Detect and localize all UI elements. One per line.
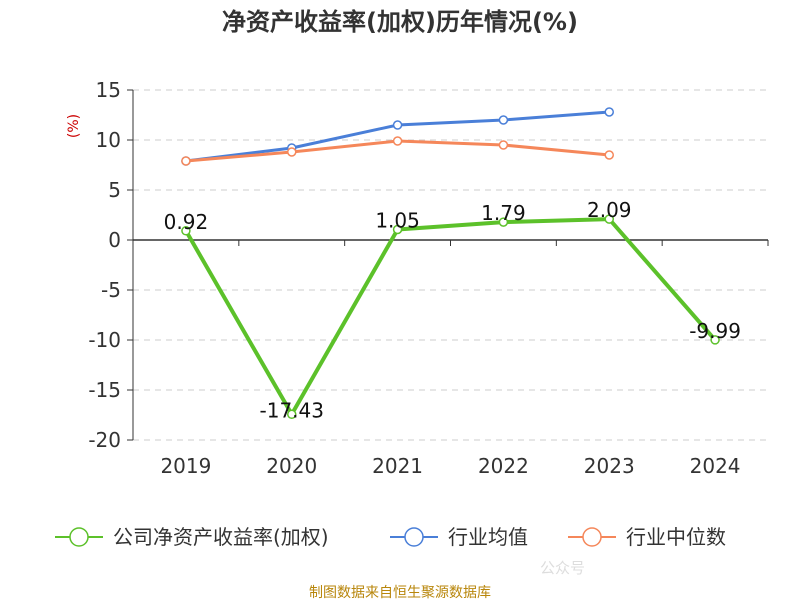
data-label: 0.92 bbox=[164, 210, 209, 234]
source-note: 制图数据来自恒生聚源数据库 bbox=[309, 585, 491, 600]
data-label: 2.09 bbox=[587, 198, 632, 222]
chart-title: 净资产收益率(加权)历年情况(%) bbox=[222, 8, 578, 36]
y-tick-label: 0 bbox=[108, 228, 121, 252]
data-point bbox=[392, 120, 403, 130]
data-point bbox=[498, 115, 509, 125]
data-point bbox=[181, 156, 191, 166]
y-tick-label: 10 bbox=[96, 128, 121, 152]
axes: 15 10 5 0 -5 -10 -15 -20 2019 2020 2021 2022 2023 202… bbox=[88, 78, 769, 478]
x-tick-label: 2021 bbox=[372, 454, 423, 478]
data-point bbox=[392, 224, 403, 235]
y-tick-label: -20 bbox=[88, 428, 121, 452]
y-tick-label: -15 bbox=[88, 378, 121, 402]
x-tick-label: 2020 bbox=[266, 454, 317, 478]
data-point bbox=[604, 107, 614, 117]
y-tick-label: 15 bbox=[96, 78, 121, 102]
grid-lines bbox=[133, 89, 768, 441]
legend-label: 行业均值 bbox=[448, 525, 528, 549]
series-line bbox=[184, 217, 717, 417]
legend-swatch-marker bbox=[582, 527, 602, 547]
x-tick-label: 2022 bbox=[478, 454, 529, 478]
watermark: 公众号 bbox=[540, 559, 585, 577]
series-layer bbox=[181, 107, 720, 420]
data-point bbox=[604, 214, 614, 224]
legend-item: 行业均值 bbox=[390, 525, 528, 549]
x-tick-label: 2024 bbox=[690, 454, 741, 478]
y-tick-label: 5 bbox=[108, 178, 121, 202]
legend-label: 公司净资产收益率(加权) bbox=[113, 525, 329, 549]
data-point bbox=[287, 409, 297, 420]
legend-label: 行业中位数 bbox=[626, 525, 726, 549]
data-point bbox=[181, 226, 191, 236]
data-label: -17.43 bbox=[260, 398, 324, 422]
legend-swatch-marker bbox=[404, 527, 424, 547]
series-0 bbox=[181, 214, 720, 420]
legend-item: 公司净资产收益率(加权) bbox=[55, 525, 329, 549]
x-tick-label: 2023 bbox=[584, 454, 635, 478]
y-tick-label: -10 bbox=[88, 328, 121, 352]
x-tick-label: 2019 bbox=[160, 454, 211, 478]
legend-item: 行业中位数 bbox=[568, 525, 726, 549]
data-point bbox=[498, 140, 509, 150]
legend-swatch-marker bbox=[69, 527, 89, 547]
data-label: -9.99 bbox=[689, 319, 741, 343]
series-2 bbox=[181, 136, 614, 166]
data-point bbox=[392, 136, 403, 146]
data-point bbox=[287, 147, 297, 157]
data-point bbox=[604, 150, 614, 160]
data-labels: 0.92 -17.43 1.05 1.79 2.09 -9.99 bbox=[164, 198, 741, 422]
y-tick-label: -5 bbox=[101, 278, 121, 302]
data-point bbox=[710, 335, 720, 345]
legend: 公司净资产收益率(加权) 行业均值 行业中位数 bbox=[55, 525, 726, 549]
data-label: 1.79 bbox=[481, 201, 526, 225]
data-label: 1.05 bbox=[375, 209, 420, 233]
y-axis-label: (%) bbox=[66, 114, 82, 138]
data-point bbox=[498, 217, 509, 227]
